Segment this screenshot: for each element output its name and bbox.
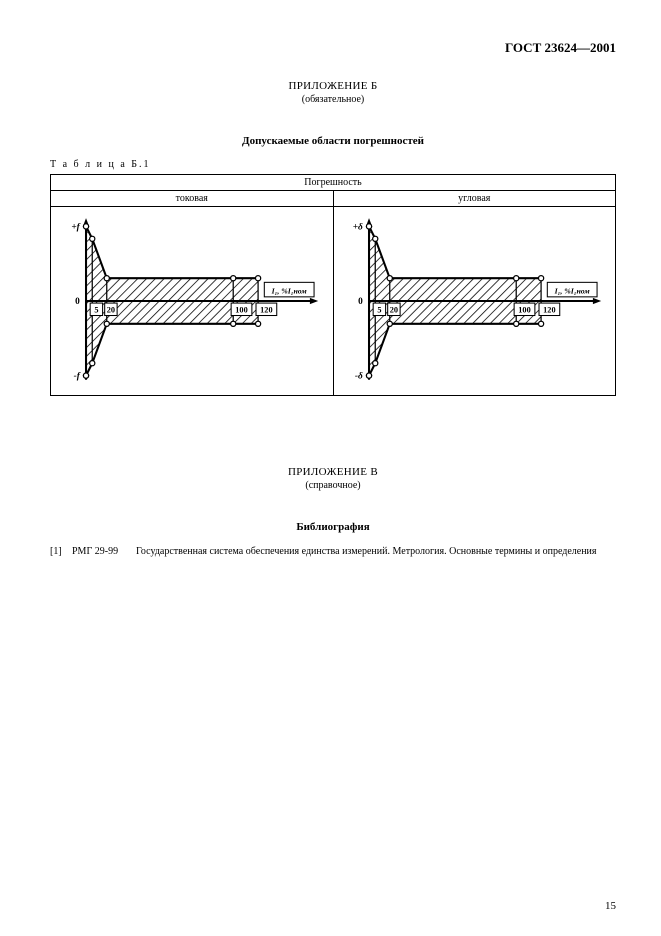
appendix-b-title: ПРИЛОЖЕНИЕ Б: [50, 80, 616, 92]
chart-cell-left: +f 0 -f 5 20 100 120 I₁, %I₁ном: [51, 207, 334, 396]
biblio-text: Государственная система обеспечения един…: [136, 545, 616, 558]
svg-text:120: 120: [543, 305, 555, 314]
tolerance-chart-right: +δ 0 -δ 5 20 100 120 I₁, %I₁ном: [340, 213, 610, 389]
tolerance-table: Погрешность токовая угловая +f 0 -f 5 20 100 1…: [50, 174, 616, 396]
svg-text:+δ: +δ: [352, 222, 362, 232]
appendix-b-heading: Допускаемые области погрешностей: [50, 135, 616, 147]
chart-cell-right: +δ 0 -δ 5 20 100 120 I₁, %I₁ном: [333, 207, 616, 396]
table-header-left: токовая: [51, 191, 334, 207]
svg-text:100: 100: [518, 305, 530, 314]
svg-text:I₁, %I₁ном: I₁, %I₁ном: [553, 287, 590, 296]
svg-text:0: 0: [75, 297, 80, 307]
appendix-v-heading: Библиография: [50, 521, 616, 533]
svg-text:20: 20: [107, 305, 115, 314]
svg-text:5: 5: [377, 305, 381, 314]
svg-text:I₁, %I₁ном: I₁, %I₁ном: [271, 287, 308, 296]
svg-text:20: 20: [389, 305, 397, 314]
biblio-number: [1]: [50, 545, 72, 558]
appendix-v-title: ПРИЛОЖЕНИЕ В: [50, 466, 616, 478]
svg-text:-δ: -δ: [354, 372, 362, 382]
svg-text:-f: -f: [74, 372, 81, 382]
appendix-b-subtitle: (обязательное): [50, 94, 616, 105]
svg-text:0: 0: [358, 297, 363, 307]
document-id: ГОСТ 23624—2001: [50, 40, 616, 56]
svg-text:100: 100: [235, 305, 247, 314]
svg-text:5: 5: [94, 305, 98, 314]
appendix-v-subtitle: (справочное): [50, 480, 616, 491]
svg-text:+f: +f: [71, 222, 80, 232]
page-number: 15: [605, 900, 616, 912]
biblio-entry: [1] РМГ 29-99 Государственная система об…: [50, 545, 616, 558]
table-header-right: угловая: [333, 191, 616, 207]
svg-text:120: 120: [260, 305, 272, 314]
biblio-reference: РМГ 29-99: [72, 545, 136, 558]
tolerance-chart-left: +f 0 -f 5 20 100 120 I₁, %I₁ном: [57, 213, 327, 389]
table-header-merged: Погрешность: [51, 175, 616, 191]
table-caption: Т а б л и ц а Б.1: [50, 159, 616, 170]
